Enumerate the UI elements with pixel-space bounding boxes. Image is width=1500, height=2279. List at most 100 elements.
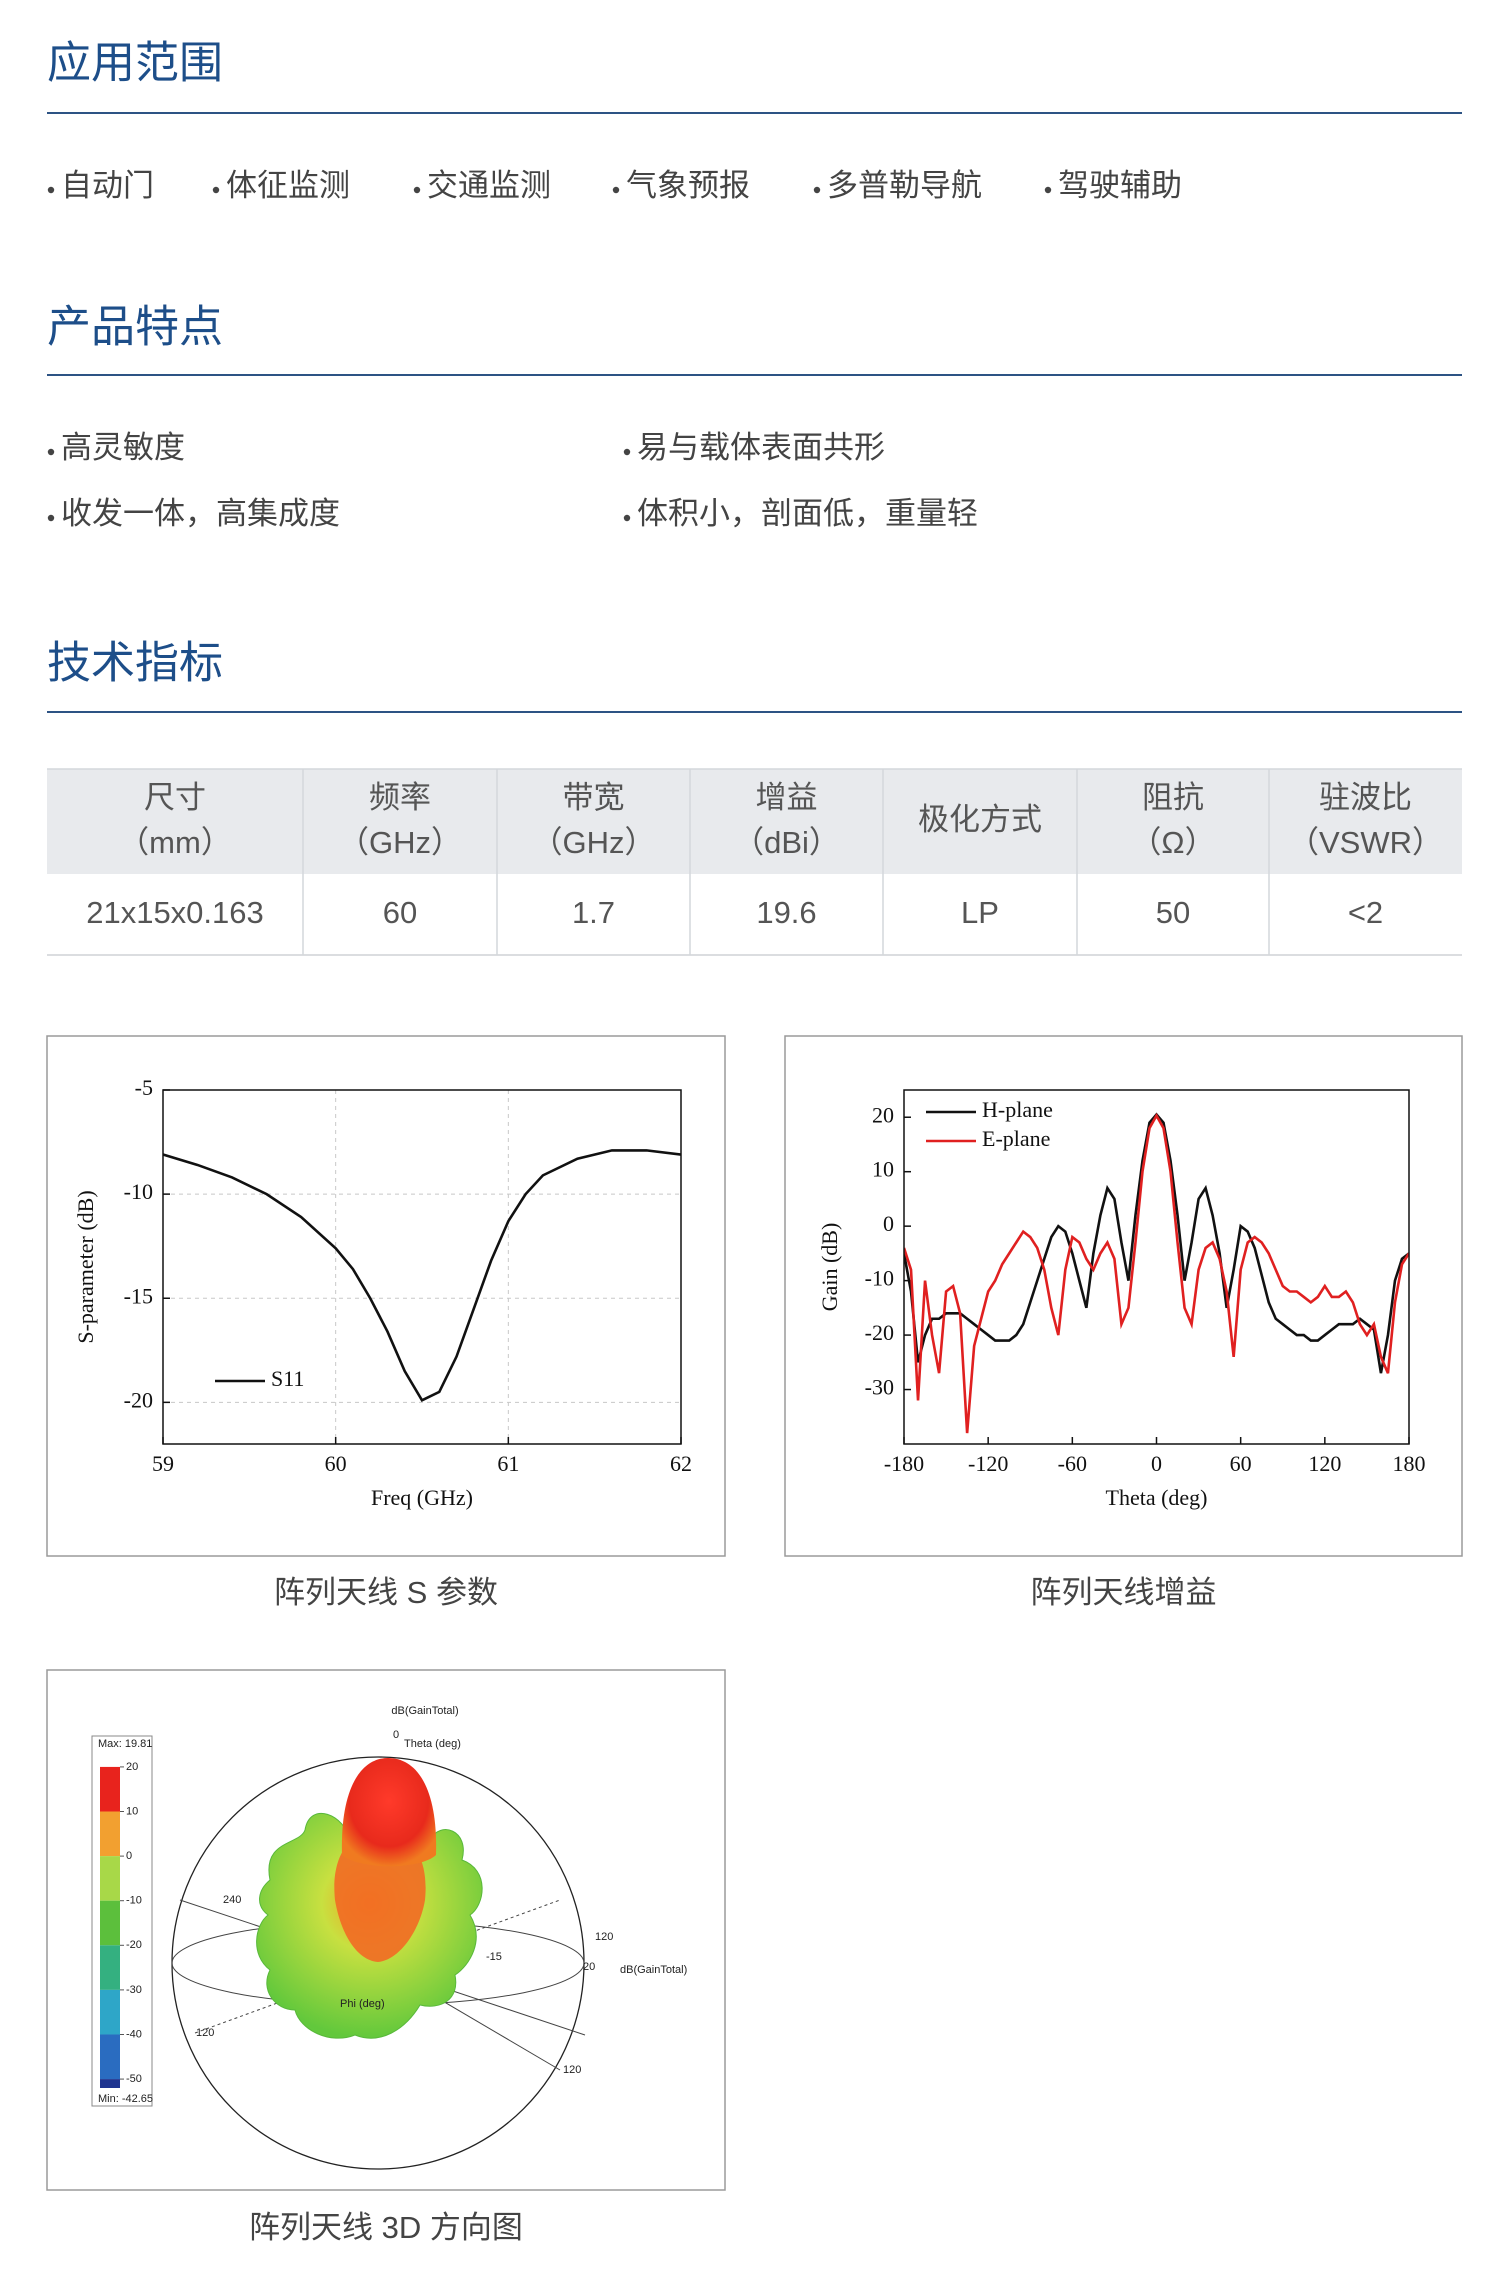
colorbar-band [100, 1856, 120, 1901]
y-tick-label: 0 [883, 1211, 894, 1236]
table-header: 驻波比 [1319, 780, 1412, 815]
min-label: Min: -42.65 [98, 2093, 153, 2105]
table-header: 极化方式 [918, 802, 1042, 837]
legend-label: E-plane [982, 1126, 1050, 1151]
x-tick-label: 120 [1308, 1451, 1341, 1476]
list-item: 体征监测 [226, 168, 350, 203]
pattern-main-lobe [341, 1758, 437, 1867]
y-tick-label: -20 [865, 1320, 894, 1345]
list-item: 气象预报 [626, 168, 750, 203]
x-tick-label: -120 [968, 1451, 1008, 1476]
table-header-unit: （VSWR） [1288, 825, 1443, 860]
colorbar-tick-label: 0 [126, 1850, 132, 1862]
x-tick-label: 180 [1393, 1451, 1426, 1476]
plot-border [903, 1089, 1410, 1445]
x-tick-label: 0 [1151, 1451, 1162, 1476]
section-title: 产品特点 [47, 303, 223, 352]
legend-label: H-plane [982, 1097, 1053, 1122]
y-tick-label: -10 [865, 1266, 894, 1291]
colorbar-band [100, 2034, 120, 2080]
x-tick-label: 60 [325, 1451, 347, 1476]
colorbar-band [100, 1766, 120, 1812]
colorbar-tick-label: -30 [126, 1984, 142, 1996]
section-title: 技术指标 [47, 639, 223, 688]
list-item: 驾驶辅助 [1058, 168, 1182, 203]
chart-caption: 阵列天线增益 [1031, 1575, 1217, 1610]
sphere-label: 20 [583, 1961, 595, 1973]
sphere-label: -15 [486, 1951, 502, 1963]
bullet [623, 514, 631, 522]
colorbar-tick-label: 10 [126, 1805, 138, 1817]
y-tick-label: -20 [124, 1387, 153, 1412]
colorbar-band [100, 1945, 120, 1990]
table-header: 频率 [369, 780, 431, 815]
figure-title: dB(GainTotal) [391, 1705, 458, 1717]
table-header-unit: （Ω） [1130, 825, 1215, 860]
colorbar-band [100, 1989, 120, 2035]
colorbar-band [100, 2079, 120, 2088]
colorbar-tick-label: -10 [126, 1895, 142, 1907]
sphere-label: 120 [595, 1931, 613, 1943]
chart-caption: 阵列天线 S 参数 [274, 1575, 498, 1610]
max-label: Max: 19.81 [98, 1738, 152, 1750]
bullet [623, 448, 631, 456]
bullet [1044, 186, 1052, 194]
x-tick-label: 59 [152, 1451, 174, 1476]
x-tick-label: 62 [670, 1451, 692, 1476]
theta-zero: 0 [393, 1729, 399, 1741]
y-tick-label: -5 [135, 1075, 153, 1100]
sphere-label: 120 [196, 2027, 214, 2039]
table-cell: 1.7 [572, 895, 615, 930]
bullet [813, 186, 821, 194]
chart-frame [46, 1035, 726, 1557]
table-header-bg [47, 769, 1462, 874]
section-title: 应用范围 [47, 39, 223, 88]
bullet [47, 186, 55, 194]
y-tick-label: 10 [872, 1157, 894, 1182]
list-item: 高灵敏度 [61, 430, 185, 465]
table-cell: LP [961, 895, 999, 930]
colorbar-band [100, 1811, 120, 1857]
colorbar-tick-label: -40 [126, 2028, 142, 2040]
x-axis-label: Freq (GHz) [371, 1485, 473, 1510]
table-header: 带宽 [563, 780, 625, 815]
legend-label: S11 [271, 1366, 304, 1391]
list-item: 易与载体表面共形 [637, 430, 885, 465]
table-header-unit: （GHz） [532, 825, 656, 860]
y-tick-label: -15 [124, 1283, 153, 1308]
table-cell: 19.6 [756, 895, 816, 930]
bullet [413, 186, 421, 194]
sphere-label: 240 [223, 1894, 241, 1906]
table-header-unit: （mm） [118, 825, 232, 860]
y-axis-label: S-parameter (dB) [73, 1190, 98, 1343]
plot-border [162, 1089, 682, 1445]
y-tick-label: -30 [865, 1375, 894, 1400]
y-tick-label: 20 [872, 1102, 894, 1127]
sphere-label: 120 [563, 2064, 581, 2076]
colorbar-band [100, 1900, 120, 1946]
x-tick-label: 61 [497, 1451, 519, 1476]
series-line [904, 1112, 1409, 1434]
sphere-label: Phi (deg) [340, 1998, 385, 2010]
bullet [47, 514, 55, 522]
list-item: 交通监测 [427, 168, 551, 203]
table-cell: 21x15x0.163 [86, 895, 264, 930]
table-header: 增益 [756, 780, 818, 815]
bullet [212, 186, 220, 194]
x-tick-label: 60 [1230, 1451, 1252, 1476]
table-cell: 50 [1156, 895, 1190, 930]
colorbar-tick-label: -50 [126, 2073, 142, 2085]
bullet [612, 186, 620, 194]
table-header-unit: （dBi） [733, 825, 840, 860]
list-item: 收发一体，高集成度 [61, 496, 340, 531]
x-axis-label: Theta (deg) [1106, 1485, 1208, 1510]
sphere-label: dB(GainTotal) [620, 1964, 687, 1976]
table-cell: <2 [1348, 895, 1383, 930]
x-tick-label: -180 [884, 1451, 924, 1476]
bullet [47, 448, 55, 456]
table-header: 阻抗 [1142, 780, 1204, 815]
theta-label: Theta (deg) [404, 1738, 461, 1750]
list-item: 多普勒导航 [827, 168, 982, 203]
